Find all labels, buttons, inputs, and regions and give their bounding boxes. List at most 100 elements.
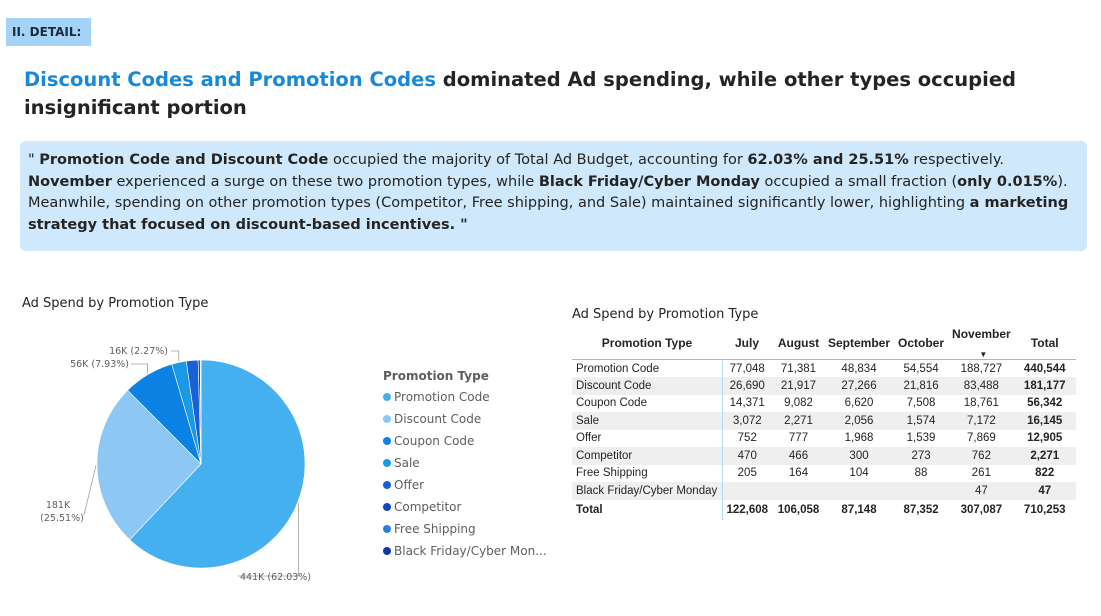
insight-text-5: occupied a small fraction ( (759, 173, 958, 190)
pie-leader-line (171, 350, 180, 362)
legend-item[interactable]: Black Friday/Cyber Mon... (383, 540, 547, 562)
table-cell: 752 (737, 432, 757, 445)
legend-item[interactable]: Competitor (383, 496, 547, 518)
pie-chart-title: Ad Spend by Promotion Type (22, 296, 209, 311)
legend-label: Coupon Code (394, 434, 475, 448)
table-cell: 1,539 (906, 432, 936, 445)
table-cell: 71,381 (772, 359, 825, 377)
table-cell: 9,082 (784, 397, 813, 410)
table-header-row: Promotion Type July August September Oct… (572, 327, 1076, 360)
row-total: 181,177 (1013, 377, 1076, 395)
sort-descending-icon[interactable]: ▼ (979, 350, 988, 359)
section-tag: II. DETAIL: (6, 18, 91, 46)
legend-label: Offer (394, 478, 425, 492)
insight-bold-6: a marketing strategy that focused on dis… (28, 195, 1069, 233)
table-total-row: Total 122,608 106,058 87,148 87,352 307,087 71… (572, 499, 1076, 520)
row-label: Offer (572, 429, 723, 447)
legend-label: Free Shipping (394, 522, 476, 536)
table-cell: 273 (893, 447, 950, 465)
row-total: 822 (1035, 467, 1055, 480)
table-cell: 7,508 (906, 397, 936, 410)
pie-data-label: 181K (46, 500, 71, 511)
table-cell: 14,371 (729, 397, 765, 410)
table-row[interactable]: Offer 752 777 1,968 1,539 7,869 12,905 (572, 429, 1076, 447)
pie-leader-line (131, 363, 149, 374)
total-cell: 307,087 (960, 503, 1003, 516)
headline-highlight: Discount Codes and Promotion Codes (24, 68, 436, 91)
legend-label: Black Friday/Cyber Mon... (394, 544, 547, 558)
total-row-label: Total (572, 499, 723, 520)
headline-rest: dominated Ad spending, while other types… (24, 68, 1017, 119)
total-cell: 87,352 (903, 503, 939, 516)
legend-item[interactable]: Sale (383, 452, 547, 474)
col-header-august[interactable]: August (777, 336, 820, 350)
legend-swatch (383, 547, 391, 555)
legend-item[interactable]: Coupon Code (383, 430, 547, 452)
table-row[interactable]: Coupon Code 14,371 9,082 6,620 7,508 18,761 56… (572, 394, 1076, 412)
table-cell: 2,056 (825, 412, 894, 430)
pie-leader-line (83, 465, 97, 516)
row-label: Promotion Code (572, 359, 723, 377)
col-header-july[interactable]: July (734, 336, 759, 350)
insight-bold-4: Black Friday/Cyber Monday (538, 173, 760, 190)
pie-data-label: 441K (62.03%) (240, 572, 311, 583)
table-cell: 48,834 (825, 359, 894, 377)
legend-item[interactable]: Free Shipping (383, 518, 547, 540)
legend-item[interactable]: Offer (383, 474, 547, 496)
pie-chart: 441K (62.03%) 181K (25.51%) 56K (7.93%) 16K … (40, 346, 311, 583)
table-cell: 21,816 (893, 377, 950, 395)
insight-bold-2: 62.03% and 25.51% (747, 152, 909, 168)
table-cell: 7,869 (966, 432, 996, 445)
insight-bold-1: Promotion Code and Discount Code (39, 152, 329, 168)
table-cell: 188,727 (949, 359, 1014, 377)
table-row[interactable]: Black Friday/Cyber Monday 47 47 (572, 482, 1076, 500)
table-cell: 762 (949, 447, 1014, 465)
legend-swatch (383, 437, 391, 445)
legend-item[interactable]: Promotion Code (383, 386, 547, 408)
table-row[interactable]: Sale 3,072 2,271 2,056 1,574 7,172 16,145 (572, 412, 1076, 430)
pie-slice[interactable] (96, 389, 202, 541)
legend-label: Discount Code (394, 412, 482, 426)
legend-item[interactable]: Discount Code (383, 408, 547, 430)
table-cell (825, 482, 894, 500)
table-cell: 7,172 (949, 412, 1014, 430)
table-cell: 77,048 (722, 359, 772, 377)
total-cell: 122,608 (726, 503, 769, 516)
pie-leader-line (238, 502, 300, 577)
table-cell: 54,554 (893, 359, 950, 377)
table-cell (772, 482, 825, 500)
table-cell: 6,620 (844, 397, 874, 410)
table-cell: 26,690 (722, 377, 772, 395)
pie-slice[interactable] (129, 359, 306, 569)
table-row[interactable]: Free Shipping 205 164 104 88 261 822 (572, 464, 1076, 482)
col-header-total[interactable]: Total (1030, 336, 1059, 350)
col-header-september[interactable]: September (828, 336, 891, 350)
grand-total: 710,253 (1023, 503, 1066, 516)
row-label: Black Friday/Cyber Monday (572, 482, 723, 500)
col-header-november-label: November (952, 327, 1011, 341)
legend-swatch (383, 503, 391, 511)
table-cell: 205 (737, 467, 757, 480)
legend-swatch (383, 459, 391, 467)
insight-text-2: occupied the majority of Total Ad Budget… (328, 152, 748, 168)
table-cell: 88 (914, 467, 928, 480)
col-header-november[interactable]: November ▼ (949, 327, 1014, 360)
table-cell: 18,761 (963, 397, 999, 410)
insight-box: " Promotion Code and Discount Code occup… (20, 141, 1087, 251)
insight-text-6: ). Meanwhile, spending on other promotio… (28, 173, 1068, 212)
table-cell (893, 482, 950, 500)
legend-label: Competitor (394, 500, 462, 514)
total-cell: 87,148 (841, 503, 877, 516)
table-row[interactable]: Discount Code 26,690 21,917 27,266 21,816 83,… (572, 377, 1076, 395)
legend-title: Promotion Type (383, 369, 489, 383)
legend-swatch (383, 481, 391, 489)
pie-data-label: 16K (2.27%) (109, 346, 168, 357)
table-row[interactable]: Promotion Code 77,048 71,381 48,834 54,554 18… (572, 359, 1076, 377)
col-header-promotion-type[interactable]: Promotion Type (601, 336, 693, 350)
col-header-october[interactable]: October (898, 336, 945, 350)
table-cell: 83,488 (949, 377, 1014, 395)
table-cell: 1,574 (893, 412, 950, 430)
pie-legend: Promotion Type Promotion Code Discount Co… (383, 369, 547, 562)
table-row[interactable]: Competitor 470 466 300 273 762 2,271 (572, 447, 1076, 465)
table-cell: 21,917 (772, 377, 825, 395)
